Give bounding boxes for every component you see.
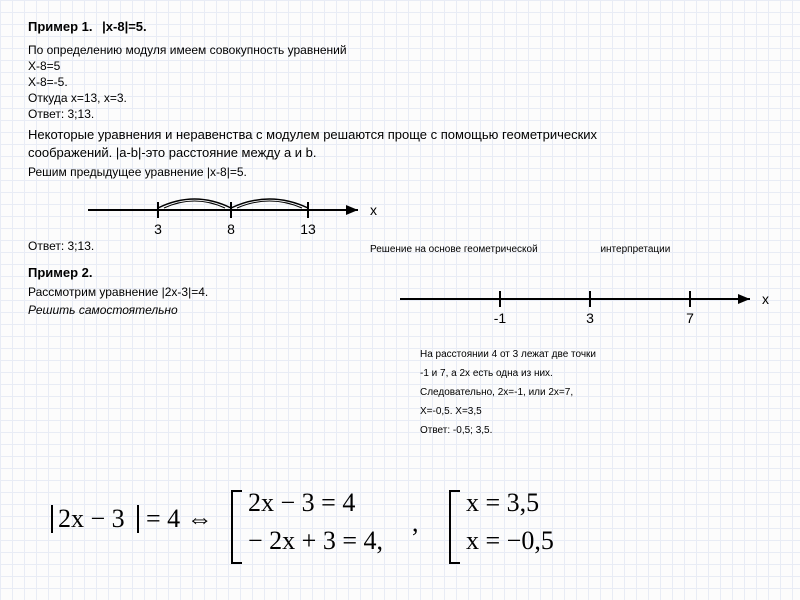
svg-text:13: 13 [300, 221, 316, 237]
svg-text:x = −0,5: x = −0,5 [466, 526, 554, 555]
example1-title: Пример 1. |x-8|=5. [28, 18, 772, 36]
example2-eq: |2x-3|=4. [162, 285, 209, 299]
text-geom1: Некоторые уравнения и неравенства с моду… [28, 126, 772, 144]
text-solve-prev: Решим предыдущее уравнение |х-8|=5. [28, 164, 772, 180]
svg-text:− 2x + 3 = 4,: − 2x + 3 = 4, [248, 526, 383, 555]
equation-block: 2x − 3 = 4 ⇔ 2x − 3 = 4 − 2x + 3 = 4,, x = 3… [50, 468, 670, 573]
side-s2: -1 и 7, а 2х есть одна из них. [420, 364, 596, 383]
svg-text:2x − 3 = 4: 2x − 3 = 4 [248, 488, 355, 517]
side-s5: Ответ: -0,5; 3,5. [420, 421, 596, 440]
side-label-geom: Решение на основе геометрической интерпр… [370, 244, 770, 255]
svg-text:2x − 3: 2x − 3 [58, 504, 125, 533]
svg-text:= 4 ⇔: = 4 ⇔ [146, 504, 213, 533]
side-s1: На расстоянии 4 от 3 лежат две точки [420, 345, 596, 364]
text-eq2: X-8=-5. [28, 74, 772, 90]
side-s4: Х=-0,5. Х=3,5 [420, 402, 596, 421]
text-eq1: X-8=5 [28, 58, 772, 74]
equation-svg: 2x − 3 = 4 ⇔ 2x − 3 = 4 − 2x + 3 = 4,, x = 3… [50, 468, 670, 568]
side-explain: На расстоянии 4 от 3 лежат две точки -1 … [420, 345, 596, 440]
number-line-2-wrap: -1 3 7 x [400, 275, 780, 332]
svg-text:3: 3 [586, 310, 594, 326]
text-answer1: Ответ: 3;13. [28, 106, 772, 122]
text-definition: По определению модуля имеем совокупность… [28, 42, 772, 58]
svg-text:x = 3,5: x = 3,5 [466, 488, 539, 517]
number-line-1: 3 8 13 x [28, 186, 388, 238]
example1-label: Пример 1. [28, 19, 93, 34]
svg-text:x: x [370, 202, 377, 218]
number-line-2: -1 3 7 x [400, 275, 780, 327]
svg-text:-1: -1 [494, 310, 507, 326]
side-label-b: интерпретации [600, 244, 670, 255]
example2-prefix: Рассмотрим уравнение [28, 285, 162, 299]
side-label-a: Решение на основе геометрической [370, 244, 538, 255]
example1-equation: |x-8|=5. [102, 19, 147, 34]
svg-text:x: x [762, 291, 769, 307]
text-geom2: соображений. |a-b|-это расстояние между … [28, 144, 772, 162]
svg-text:7: 7 [686, 310, 694, 326]
svg-text:3: 3 [154, 221, 162, 237]
side-s3: Следовательно, 2х=-1, или 2х=7, [420, 383, 596, 402]
svg-text:,: , [412, 508, 419, 537]
svg-text:8: 8 [227, 221, 235, 237]
text-result: Откуда x=13, x=3. [28, 90, 772, 106]
